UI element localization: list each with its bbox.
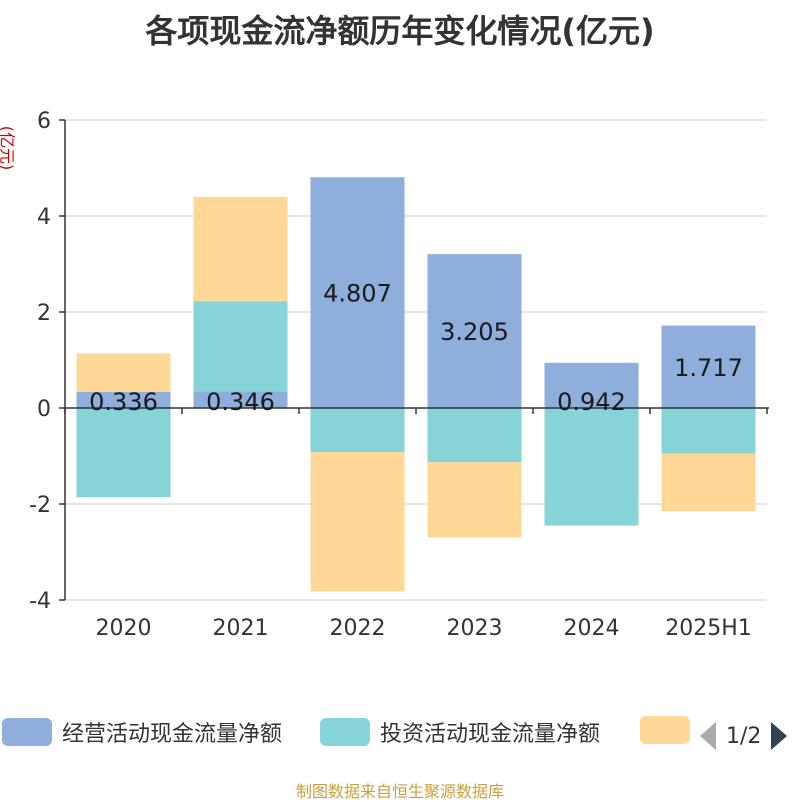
bar-segment-series-1[interactable] (76, 408, 171, 498)
bar-segment-series-0[interactable] (544, 362, 639, 408)
bar-value-label: 4.807 (323, 280, 392, 308)
bar-segment-series-1[interactable] (661, 408, 756, 454)
axes: -4 -2 0 2 4 6 2020 2021 2022 2023 2024 2025H1 (29, 109, 769, 641)
legend-pager: 1/2 (700, 716, 788, 756)
legend-item-investing[interactable]: 投资活动现金流量净额 (320, 716, 600, 748)
x-tick-label: 2023 (447, 616, 503, 641)
y-tick-label: 0 (37, 397, 51, 422)
bars (76, 177, 756, 592)
bar-value-label: 0.942 (557, 388, 626, 416)
bar-segment-series-0[interactable] (76, 391, 171, 408)
bar-segment-series-1[interactable] (310, 408, 405, 453)
legend-swatch-investing (320, 718, 370, 746)
legend-label-investing: 投资活动现金流量净额 (380, 722, 601, 747)
x-tick-label: 2025H1 (665, 616, 752, 641)
legend-label-operating: 经营活动现金流量净额 (62, 722, 283, 747)
legend-item-operating[interactable]: 经营活动现金流量净额 (2, 716, 282, 748)
bar-chart: -4 -2 0 2 4 6 2020 2021 2022 2023 2024 2025H1 0.336… (29, 109, 769, 641)
legend: 经营活动现金流量净额 投资活动现金流量净额 (0, 716, 800, 756)
legend-swatch-financing (640, 716, 690, 744)
legend-swatch-operating (2, 718, 52, 746)
bar-value-label: 0.346 (206, 388, 275, 416)
bar-segment-series-2[interactable] (76, 353, 171, 392)
bar-value-label: 3.205 (440, 318, 509, 346)
bar-segment-series-0[interactable] (310, 177, 405, 408)
bar-segment-series-2[interactable] (661, 453, 756, 512)
bar-segment-series-1[interactable] (193, 301, 288, 392)
x-tick-label: 2021 (213, 616, 269, 641)
x-tick-label: 2020 (96, 616, 152, 641)
legend-item-financing[interactable] (640, 716, 690, 744)
y-tick-label: -4 (29, 589, 51, 614)
y-tick-label: 2 (37, 301, 51, 326)
x-tick-label: 2024 (564, 616, 620, 641)
y-tick-label: 6 (37, 109, 51, 134)
bar-value-label: 1.717 (674, 354, 743, 382)
bar-segment-series-0[interactable] (193, 391, 288, 408)
x-tick-label: 2022 (330, 616, 386, 641)
bar-segment-series-2[interactable] (427, 462, 522, 538)
bar-segment-series-0[interactable] (427, 254, 522, 408)
legend-next-arrow-icon[interactable] (771, 722, 788, 750)
data-source-note: 制图数据来自恒生聚源数据库 (295, 782, 504, 801)
bar-segment-series-1[interactable] (427, 408, 522, 463)
y-tick-label: 4 (37, 205, 51, 230)
y-tick-label: -2 (29, 493, 51, 518)
bar-segment-series-2[interactable] (193, 196, 288, 302)
legend-prev-arrow-icon[interactable] (700, 722, 716, 750)
bar-segment-series-2[interactable] (310, 452, 405, 592)
legend-page-indicator: 1/2 (726, 723, 762, 749)
bar-segment-series-1[interactable] (544, 408, 639, 526)
data-labels: 0.336 0.346 4.807 3.205 0.942 1.717 (89, 280, 743, 416)
chart-title: 各项现金流净额历年变化情况(亿元) (145, 12, 655, 50)
bar-segment-series-0[interactable] (661, 325, 756, 408)
bar-value-label: 0.336 (89, 388, 158, 416)
grid-lines (65, 119, 767, 601)
